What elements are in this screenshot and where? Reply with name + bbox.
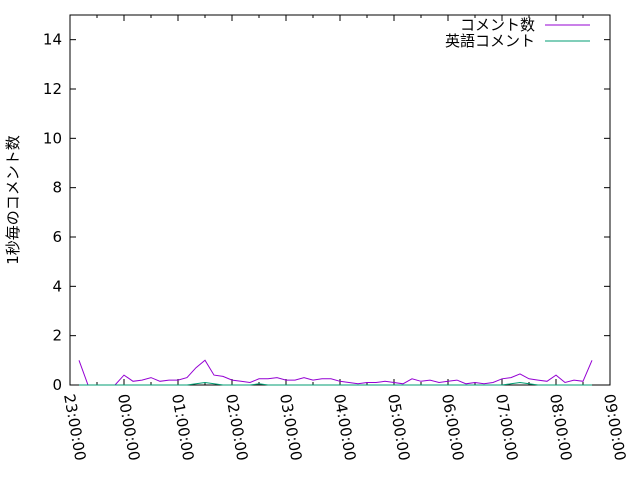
x-tick-label: 06:00:00 [438,393,467,462]
x-tick-label: 02:00:00 [222,393,251,462]
y-axis-label: 1秒毎のコメント数 [4,135,22,265]
y-tick-label: 14 [43,31,62,49]
x-tick-label: 03:00:00 [276,393,305,462]
y-tick-label: 2 [52,327,62,345]
y-tick-label: 12 [43,80,62,98]
x-tick-label: 05:00:00 [384,393,413,462]
series-line-0 [78,359,593,386]
x-tick-label: 00:00:00 [114,393,143,462]
y-tick-label: 10 [43,129,62,147]
legend-label: 英語コメント [445,32,535,50]
y-tick-label: 4 [52,277,62,295]
x-tick-label: 07:00:00 [492,393,521,462]
plot-border [69,14,611,386]
x-tick-label: 08:00:00 [546,393,575,462]
legend-label: コメント数 [460,16,535,34]
x-tick-label: 04:00:00 [330,393,359,462]
x-tick-label: 09:00:00 [600,393,629,462]
y-tick-label: 0 [52,376,62,394]
series-line-1 [79,381,592,386]
y-tick-label: 8 [52,179,62,197]
y-tick-label: 6 [52,228,62,246]
x-tick-label: 23:00:00 [60,393,89,462]
x-tick-label: 01:00:00 [168,393,197,462]
